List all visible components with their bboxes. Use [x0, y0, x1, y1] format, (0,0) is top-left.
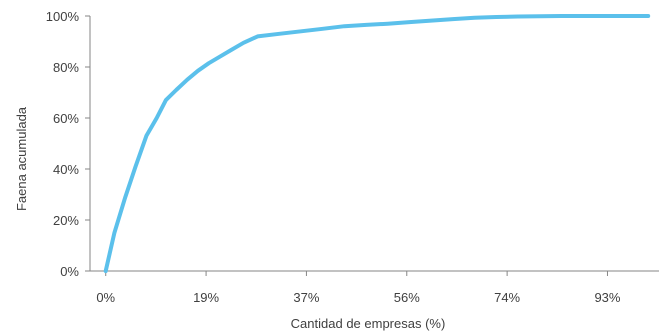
- y-tick-label: 60%: [53, 111, 79, 126]
- x-tick-label: 93%: [594, 290, 620, 305]
- x-tick-label: 74%: [494, 290, 520, 305]
- x-tick-label: 19%: [193, 290, 219, 305]
- series-layer: [103, 14, 651, 273]
- x-tick-label: 37%: [293, 290, 319, 305]
- y-tick-label: 80%: [53, 60, 79, 75]
- y-tick-label: 100%: [46, 9, 80, 24]
- y-axis-title: Faena acumulada: [14, 106, 29, 211]
- x-axis-ticks: 0% 19% 37% 56% 74% 93%: [96, 271, 621, 305]
- y-tick-label: 20%: [53, 213, 79, 228]
- y-axis-ticks: 0% 20% 40% 60% 80% 100%: [46, 9, 90, 279]
- x-tick-label: 0%: [96, 290, 115, 305]
- series-line: [103, 14, 651, 273]
- x-tick-label: 56%: [394, 290, 420, 305]
- x-axis-title: Cantidad de empresas (%): [291, 316, 446, 331]
- y-tick-label: 0%: [60, 264, 79, 279]
- y-tick-label: 40%: [53, 162, 79, 177]
